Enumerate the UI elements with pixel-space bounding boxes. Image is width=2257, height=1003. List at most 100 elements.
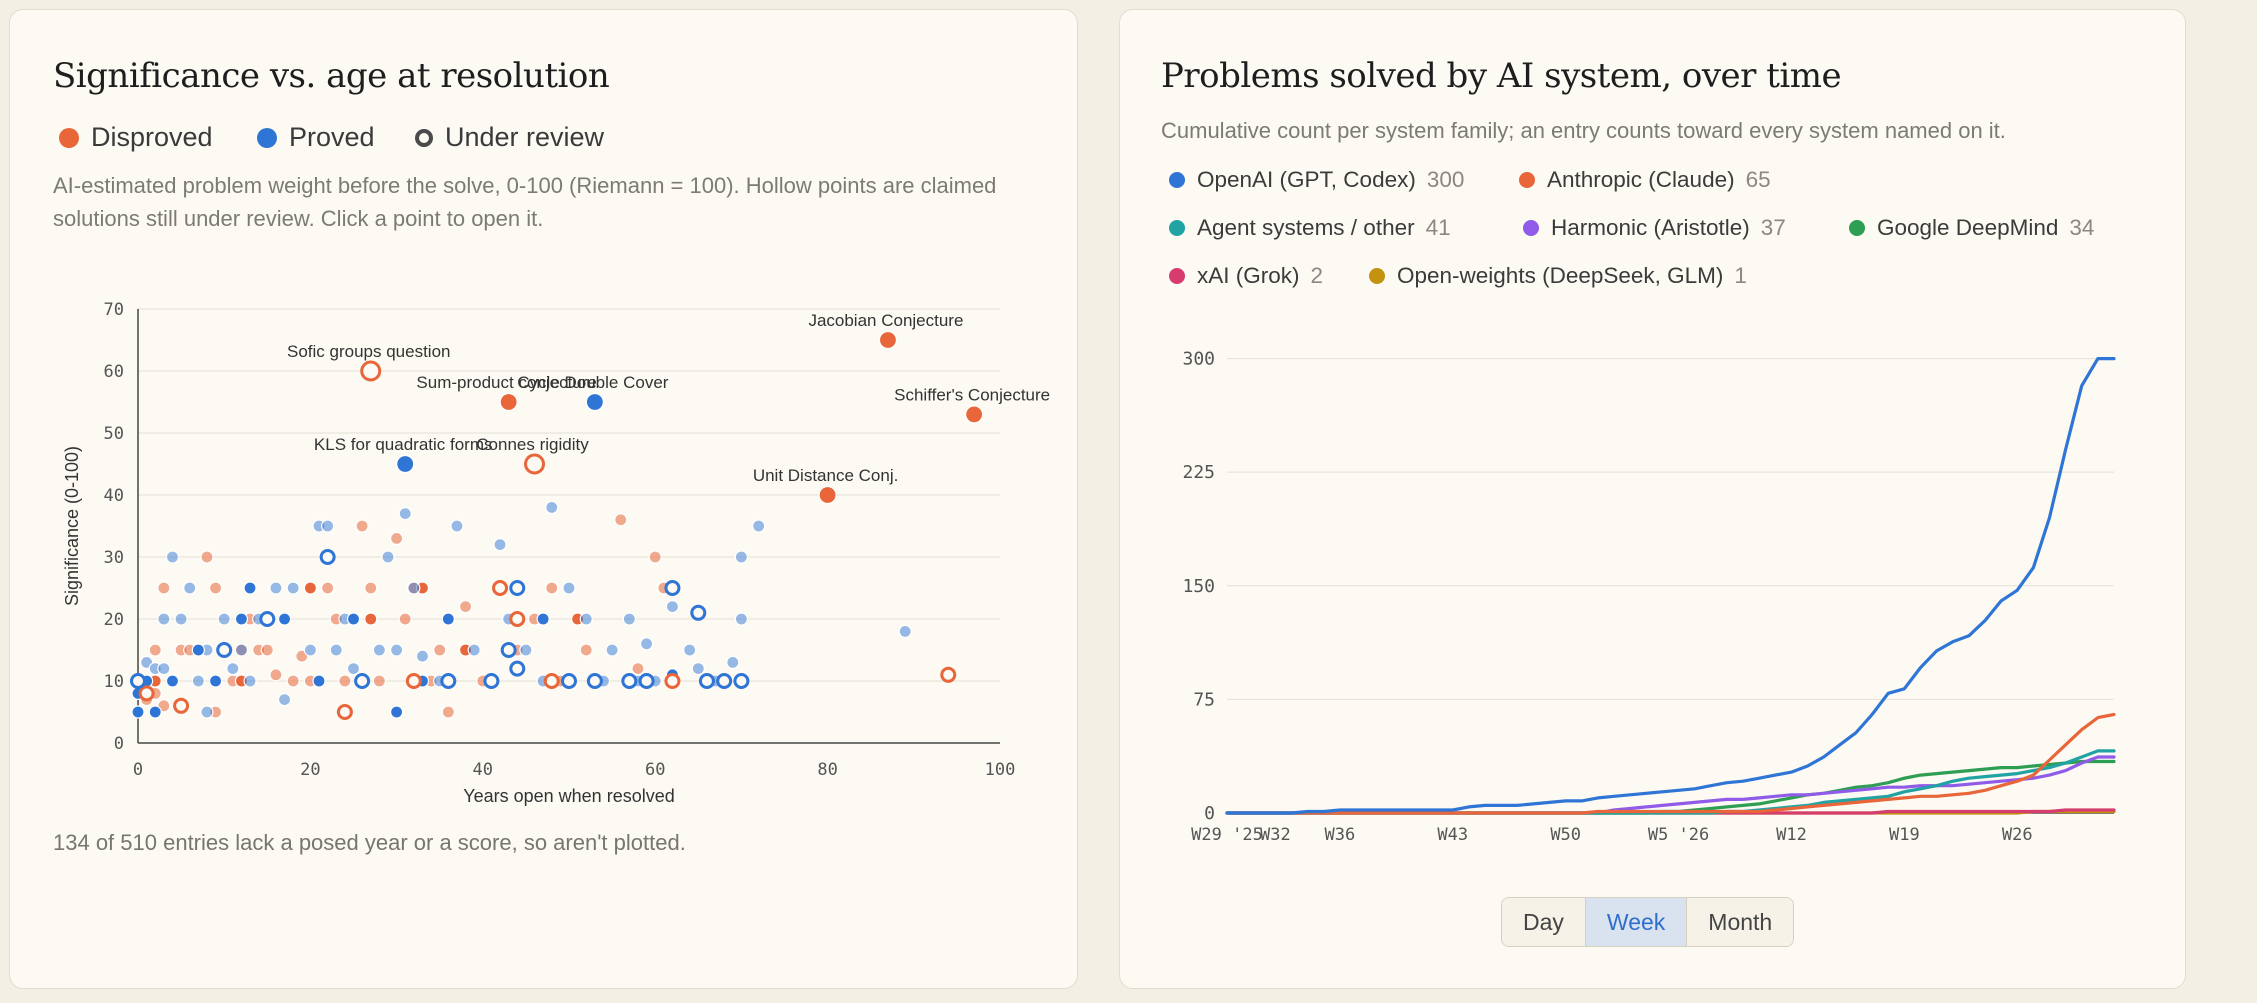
y-tick-label: 300: [1182, 349, 1215, 370]
legend-xai[interactable]: xAI (Grok) 2: [1169, 263, 1323, 289]
data-point: [579, 643, 593, 657]
legend-open-weights-label: Open-weights (DeepSeek, GLM): [1397, 263, 1724, 288]
legend-disproved[interactable]: Disproved: [59, 122, 213, 153]
y-tick-label: 40: [104, 486, 124, 506]
data-point: [243, 581, 257, 595]
legend-proved[interactable]: Proved: [257, 122, 375, 153]
data-point: [509, 580, 526, 596]
data-point: [664, 580, 681, 596]
data-point: [940, 666, 957, 683]
data-point: [585, 392, 604, 412]
data-point: [390, 531, 404, 546]
xai-swatch-icon: [1169, 268, 1185, 284]
data-point: [898, 624, 912, 639]
data-point: [493, 537, 507, 552]
proved-swatch-icon: [257, 127, 277, 148]
data-point: [208, 674, 223, 688]
data-point: [415, 649, 430, 663]
legend-openai-count: 300: [1426, 167, 1465, 192]
x-tick-label: W5 '26: [1648, 825, 1709, 845]
data-point: [579, 612, 593, 626]
point-annotation: Sofic groups question: [287, 342, 451, 361]
data-point: [336, 704, 353, 720]
legend-open-weights[interactable]: Open-weights (DeepSeek, GLM) 1: [1369, 263, 1747, 289]
point-annotation: Sum-product conjecture: [416, 373, 596, 392]
x-tick-label: W50: [1550, 825, 1581, 845]
data-point: [157, 661, 171, 676]
x-axis-title: Years open when resolved: [463, 786, 674, 806]
data-point: [561, 673, 577, 689]
data-point: [396, 454, 415, 474]
data-point: [398, 612, 412, 626]
legend-open-weights-count: 1: [1734, 263, 1747, 288]
data-point: [734, 550, 749, 564]
y-tick-label: 50: [104, 424, 124, 444]
legend-agent-systems[interactable]: Agent systems / other 41: [1169, 215, 1451, 241]
data-point: [286, 581, 300, 595]
series-line: [1225, 712, 2116, 815]
y-tick-label: 150: [1182, 576, 1215, 597]
legend-harmonic[interactable]: Harmonic (Aristotle) 37: [1523, 215, 1786, 241]
granularity-toggle: Day Week Month: [1501, 897, 1795, 947]
week-button[interactable]: Week: [1585, 898, 1688, 946]
data-point: [277, 612, 292, 626]
data-point: [691, 661, 705, 676]
data-point: [690, 604, 707, 621]
legend-harmonic-count: 37: [1760, 215, 1786, 240]
legend-under-review[interactable]: Under review: [415, 122, 604, 153]
data-point: [157, 612, 171, 626]
legend-anthropic[interactable]: Anthropic (Claude) 65: [1519, 167, 1771, 193]
legend-openai[interactable]: OpenAI (GPT, Codex) 300: [1169, 167, 1464, 193]
data-point: [217, 612, 231, 626]
series-line: [1225, 755, 2116, 815]
point-annotation: Jacobian Conjecture: [808, 311, 963, 330]
data-point: [716, 673, 733, 689]
legend-agent-systems-label: Agent systems / other: [1197, 215, 1415, 240]
data-point: [733, 673, 750, 689]
day-button[interactable]: Day: [1502, 898, 1586, 946]
data-point: [683, 643, 697, 657]
data-point: [499, 392, 518, 412]
legend-xai-count: 2: [1310, 263, 1324, 288]
line-chart-subtitle: Cumulative count per system family; an e…: [1161, 118, 2006, 143]
data-point: [638, 673, 655, 689]
data-point: [269, 581, 283, 595]
x-tick-label: 100: [985, 760, 1016, 780]
point-annotation: Cycle Double Cover: [517, 373, 669, 392]
point-annotation: Schiffer's Conjecture: [894, 385, 1050, 404]
month-button[interactable]: Month: [1687, 898, 1794, 946]
data-point: [259, 611, 276, 627]
data-point: [390, 705, 404, 719]
data-point: [260, 643, 274, 657]
data-point: [165, 550, 180, 564]
x-tick-label: W32: [1260, 825, 1291, 845]
legend-disproved-label: Disproved: [91, 122, 213, 152]
data-point: [321, 581, 335, 595]
data-point: [543, 673, 560, 689]
legend-deepmind[interactable]: Google DeepMind 34: [1849, 215, 2094, 241]
deepmind-swatch-icon: [1849, 220, 1865, 236]
x-tick-label: W29 '25: [1191, 825, 1263, 845]
data-point: [440, 673, 457, 689]
data-point: [372, 643, 386, 657]
x-tick-label: 20: [300, 760, 320, 780]
x-tick-label: W26: [2002, 825, 2033, 845]
point-annotation: Connes rigidity: [476, 435, 589, 454]
legend-openai-label: OpenAI (GPT, Codex): [1197, 167, 1416, 192]
legend-proved-label: Proved: [289, 122, 375, 152]
y-tick-label: 225: [1182, 462, 1215, 483]
openai-swatch-icon: [1169, 172, 1185, 188]
y-tick-label: 75: [1193, 689, 1215, 710]
y-axis-title: Significance (0-100): [62, 446, 82, 606]
data-point: [500, 642, 517, 658]
data-point: [639, 637, 654, 651]
scatter-plot: 0 10 20 30 40 50 60 70 0 20 40 60 80 100 Years open wh…: [62, 300, 1050, 806]
data-point: [562, 581, 576, 595]
legend-xai-label: xAI (Grok): [1197, 263, 1300, 288]
legend-deepmind-label: Google DeepMind: [1877, 215, 2059, 240]
data-point: [200, 550, 214, 564]
data-point: [234, 612, 249, 626]
data-point: [312, 674, 326, 688]
legend-deepmind-count: 34: [2069, 215, 2095, 240]
legend-anthropic-label: Anthropic (Claude): [1547, 167, 1735, 192]
